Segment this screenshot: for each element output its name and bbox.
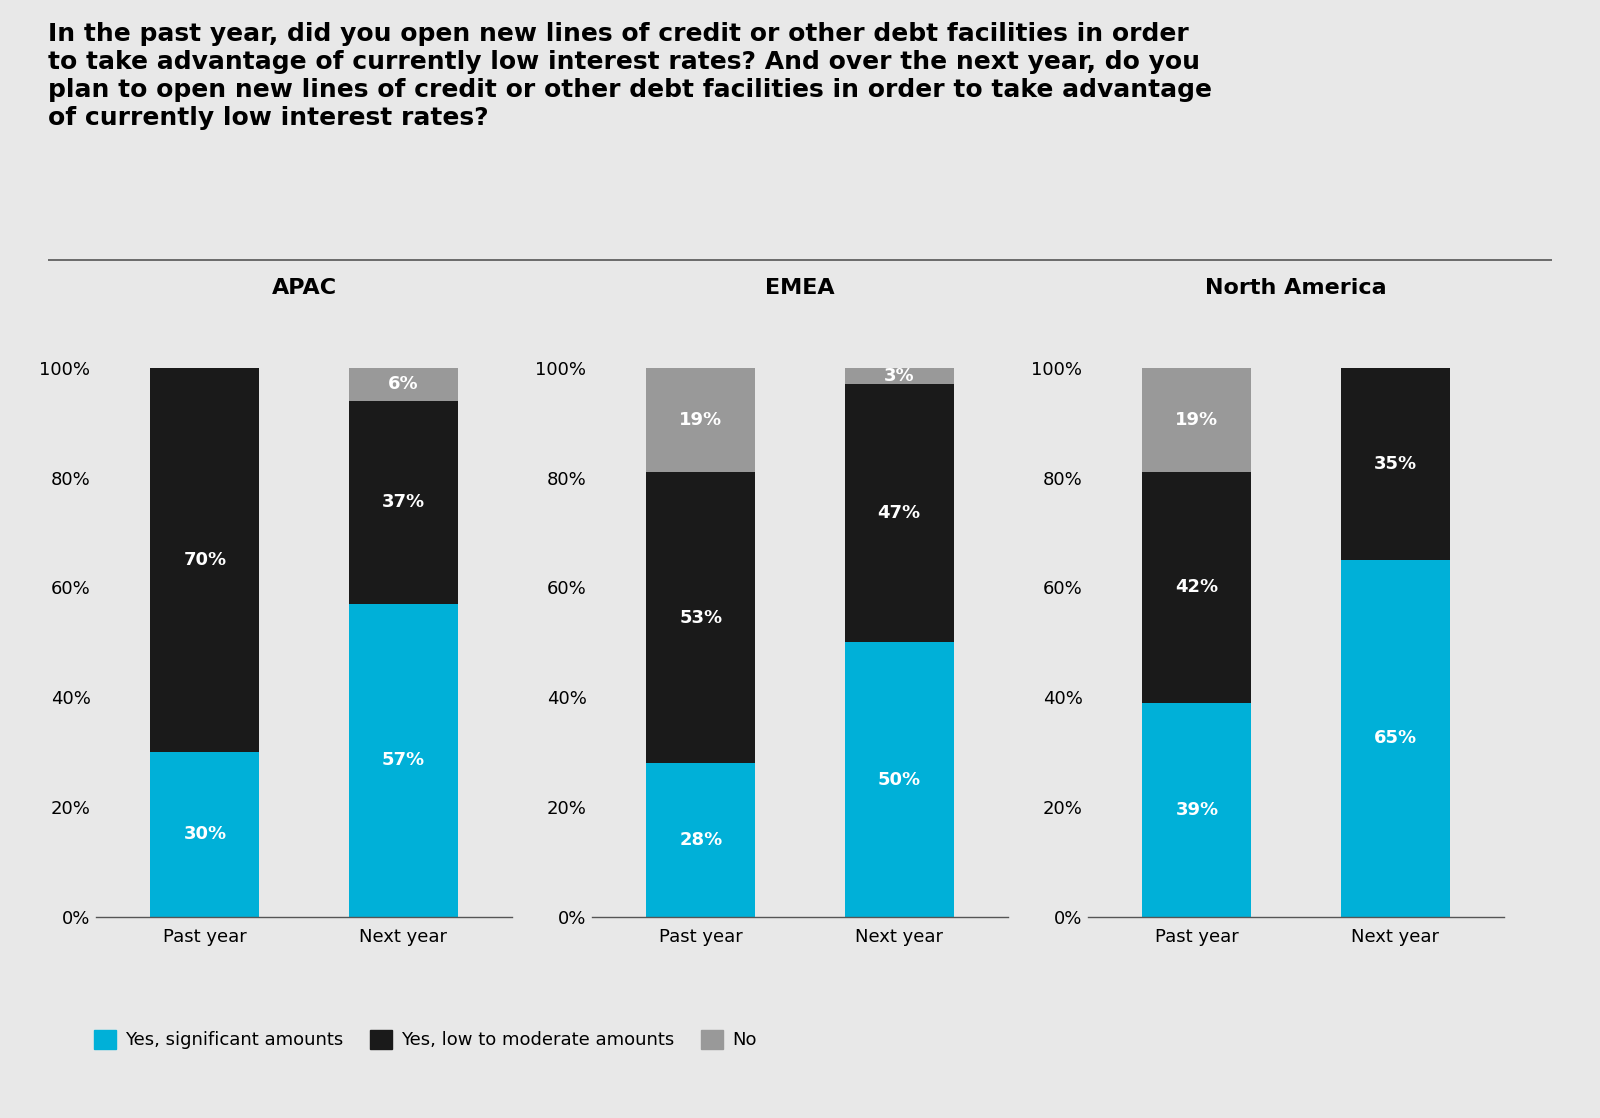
Bar [845,643,954,917]
Text: 39%: 39% [1176,800,1219,818]
Legend: Yes, significant amounts, Yes, low to moderate amounts, No: Yes, significant amounts, Yes, low to mo… [86,1023,763,1057]
Bar [646,368,755,472]
Text: 65%: 65% [1373,729,1416,748]
Title: APAC: APAC [272,277,336,297]
Bar [349,368,458,401]
Bar [150,752,259,917]
Text: 50%: 50% [877,770,920,788]
Text: 42%: 42% [1176,578,1219,597]
Text: 37%: 37% [381,493,424,511]
Bar [1142,368,1251,472]
Bar [845,368,954,385]
Text: 30%: 30% [184,825,227,843]
Text: 19%: 19% [680,411,723,429]
Bar [1142,472,1251,703]
Text: 19%: 19% [1176,411,1219,429]
Title: North America: North America [1205,277,1387,297]
Text: 35%: 35% [1373,455,1416,473]
Bar [1142,703,1251,917]
Bar [349,401,458,604]
Text: In the past year, did you open new lines of credit or other debt facilities in o: In the past year, did you open new lines… [48,22,1213,130]
Bar [646,764,755,917]
Bar [646,472,755,764]
Text: 57%: 57% [381,751,424,769]
Text: 47%: 47% [877,504,920,522]
Bar [349,604,458,917]
Bar [1341,560,1450,917]
Text: 6%: 6% [387,376,418,394]
Bar [150,368,259,752]
Text: 28%: 28% [680,831,723,849]
Text: 3%: 3% [883,367,914,386]
Bar [1341,368,1450,560]
Text: 53%: 53% [680,608,723,627]
Title: EMEA: EMEA [765,277,835,297]
Text: 70%: 70% [184,551,227,569]
Bar [845,385,954,643]
